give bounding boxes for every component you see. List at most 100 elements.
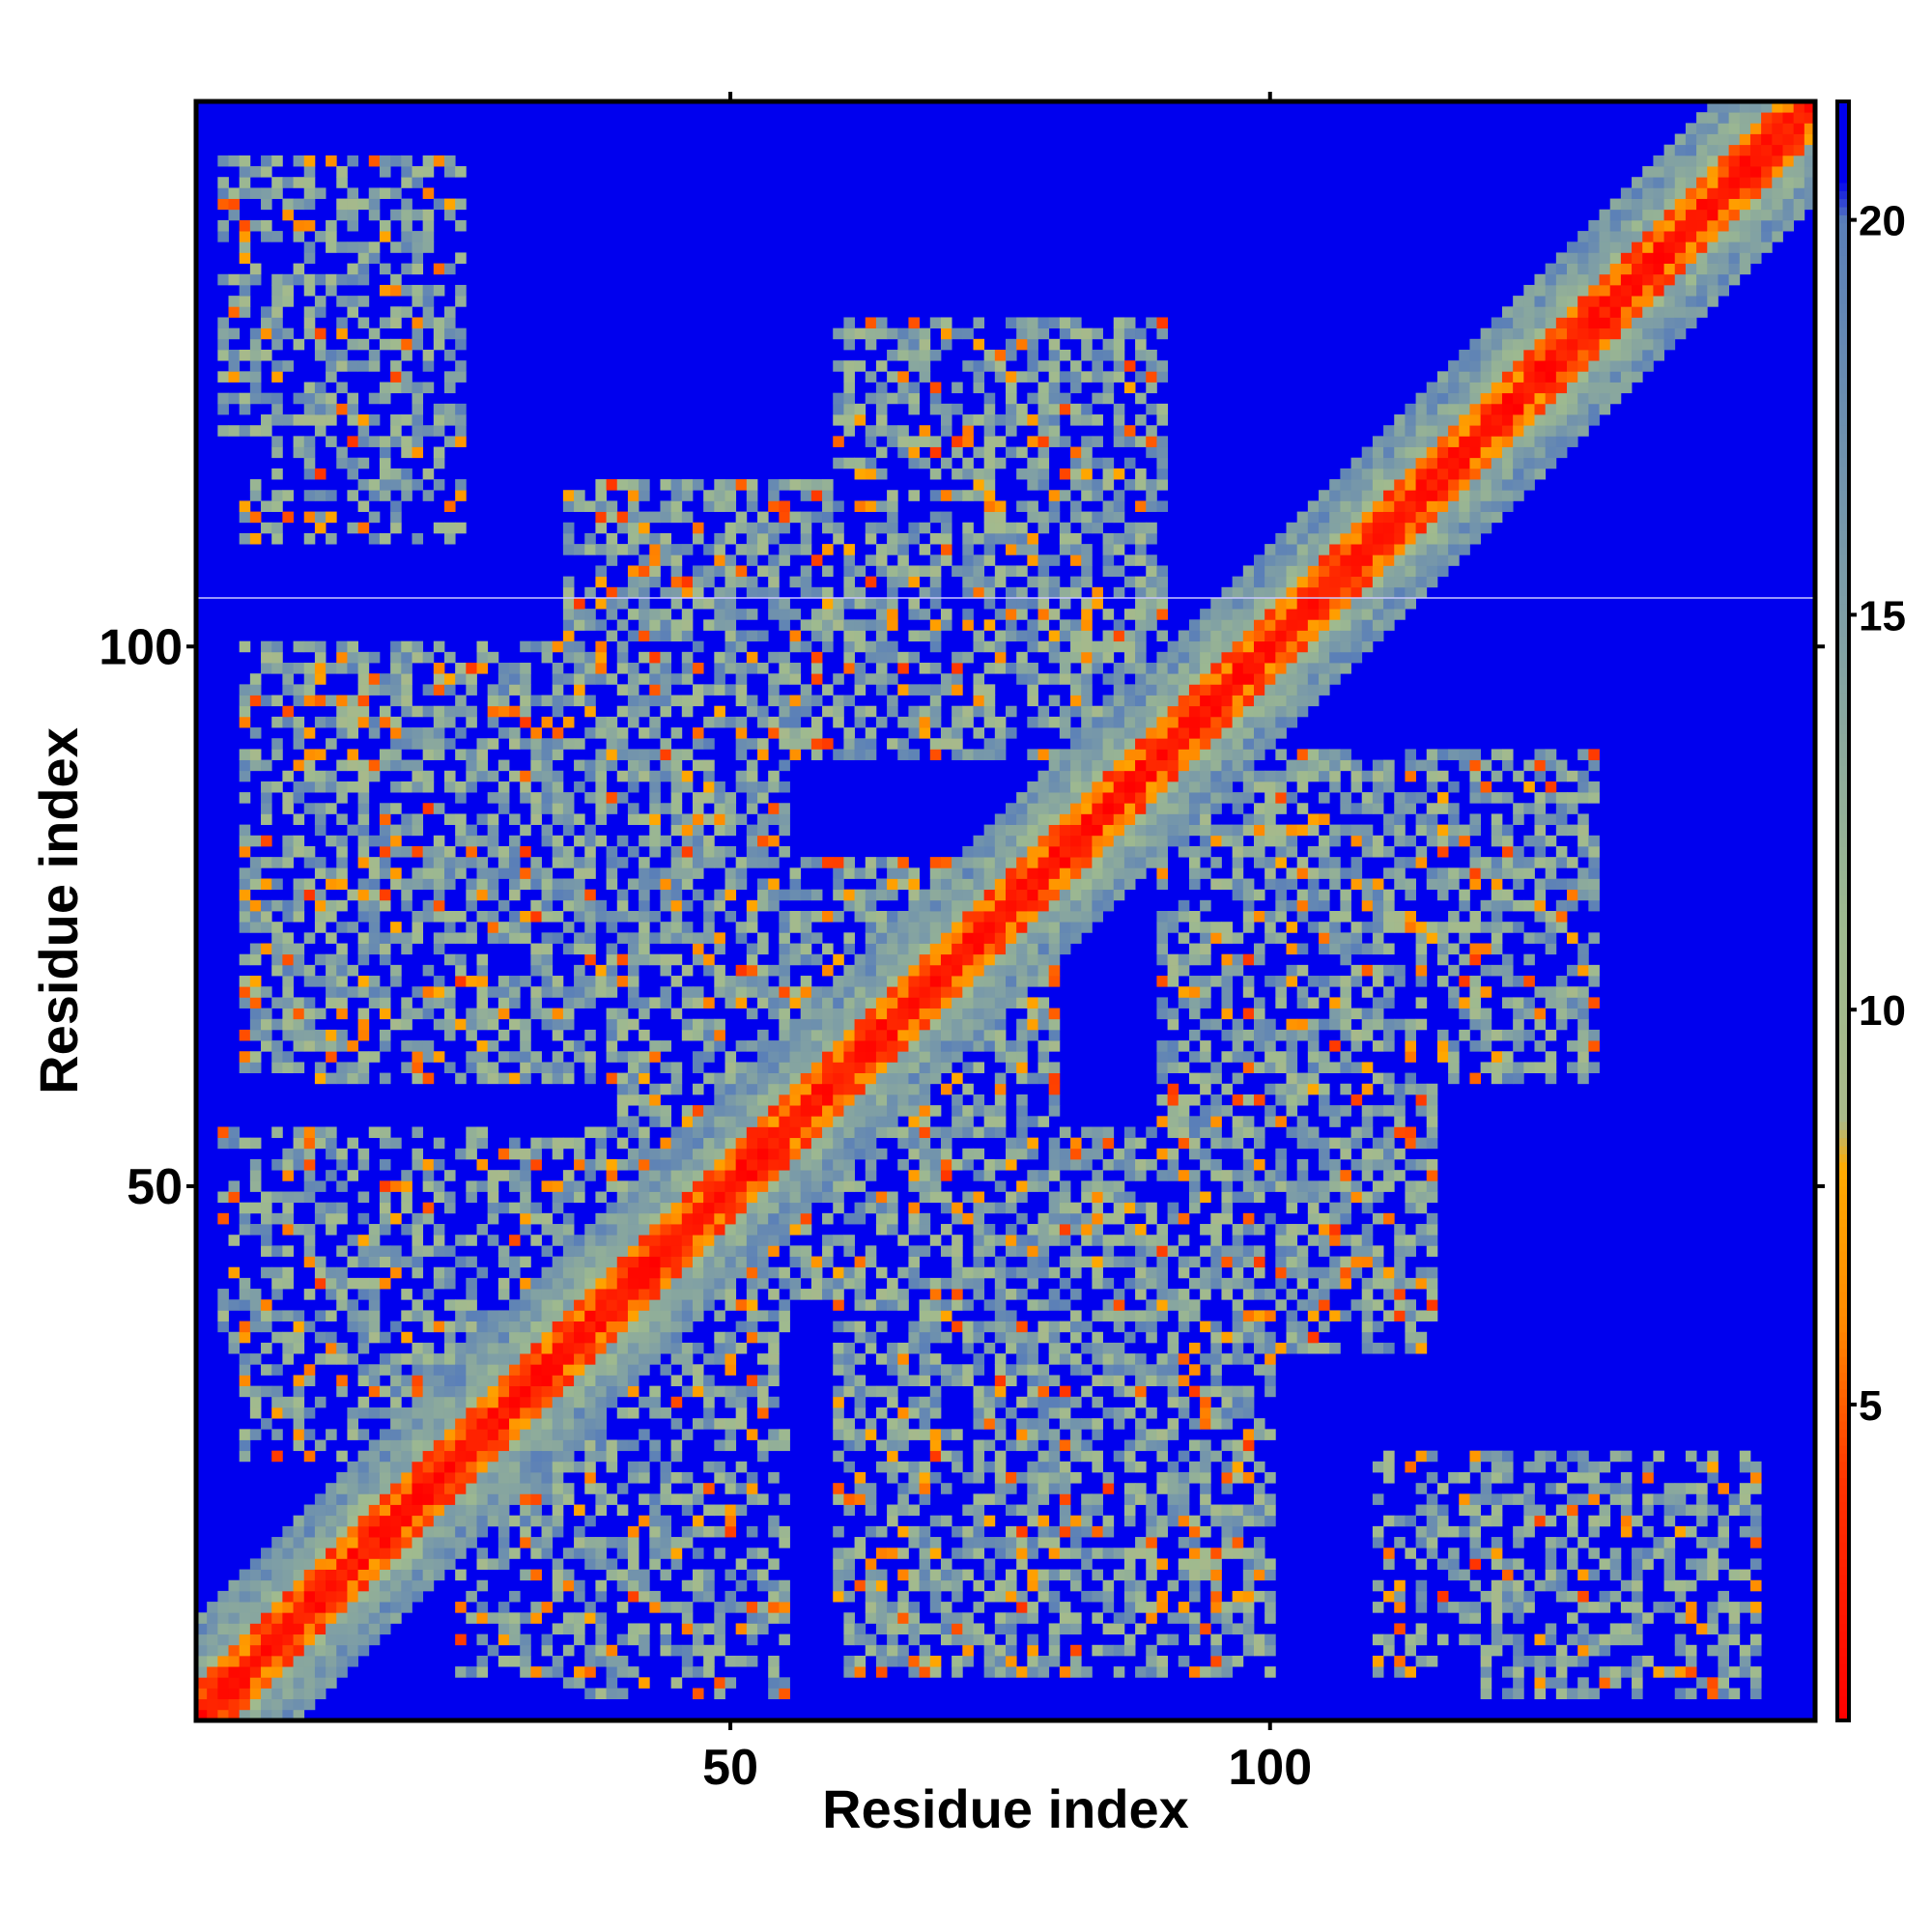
- heatmap-cell: [833, 1126, 844, 1139]
- heatmap-cell: [940, 738, 952, 750]
- heatmap-cell: [574, 1299, 585, 1311]
- heatmap-cell: [865, 1612, 877, 1624]
- heatmap-cell: [639, 630, 650, 642]
- heatmap-cell: [271, 284, 283, 297]
- heatmap-cell: [606, 1375, 618, 1387]
- heatmap-cell: [660, 1235, 672, 1246]
- heatmap-cell: [649, 695, 661, 707]
- heatmap-cell: [217, 219, 229, 232]
- heatmap-cell: [627, 522, 639, 534]
- heatmap-cell: [595, 479, 607, 491]
- heatmap-cell: [282, 911, 294, 923]
- heatmap-cell: [983, 457, 996, 469]
- heatmap-cell: [595, 1148, 607, 1160]
- heatmap-cell: [660, 1461, 672, 1473]
- heatmap-cell: [714, 1472, 725, 1484]
- heatmap-cell: [973, 1029, 985, 1041]
- heatmap-cell: [952, 1072, 963, 1085]
- heatmap-cell: [271, 663, 283, 674]
- heatmap-cell: [368, 360, 381, 372]
- heatmap-cell: [433, 986, 445, 998]
- heatmap-cell: [887, 1224, 898, 1236]
- heatmap-cell: [574, 544, 585, 555]
- heatmap-cell: [228, 1602, 241, 1613]
- heatmap-cell: [595, 911, 607, 923]
- heatmap-cell: [239, 1289, 251, 1300]
- heatmap-cell: [865, 1558, 877, 1570]
- heatmap-cell: [746, 1040, 758, 1052]
- heatmap-cell: [261, 1579, 272, 1592]
- heatmap-cell: [368, 976, 381, 987]
- heatmap-cell: [261, 425, 272, 437]
- heatmap-cell: [271, 1191, 283, 1204]
- heatmap-cell: [822, 565, 834, 578]
- heatmap-cell: [357, 425, 370, 437]
- heatmap-cell: [929, 716, 942, 728]
- heatmap-cell: [357, 500, 370, 512]
- heatmap-cell: [249, 511, 262, 524]
- heatmap-cell: [973, 360, 985, 372]
- heatmap-cell: [757, 1245, 769, 1257]
- heatmap-cell: [940, 932, 952, 944]
- heatmap-cell: [379, 1331, 391, 1344]
- heatmap-cell: [562, 1191, 575, 1204]
- heatmap-cell: [724, 586, 737, 599]
- heatmap-cell: [779, 1105, 790, 1117]
- heatmap-cell: [455, 1018, 467, 1031]
- heatmap-cell: [443, 673, 456, 685]
- heatmap-cell: [390, 1504, 402, 1517]
- heatmap-cell: [239, 1655, 251, 1667]
- heatmap-cell: [466, 922, 477, 933]
- heatmap-cell: [973, 1579, 985, 1592]
- heatmap-cell: [746, 943, 758, 955]
- heatmap-cell: [574, 1148, 585, 1160]
- heatmap-cell: [616, 1634, 629, 1646]
- heatmap-cell: [552, 976, 564, 987]
- heatmap-cell: [940, 727, 952, 739]
- heatmap-cell: [422, 845, 435, 858]
- heatmap-cell: [843, 932, 855, 944]
- heatmap-cell: [779, 705, 790, 718]
- heatmap-cell: [412, 1450, 424, 1463]
- heatmap-cell: [908, 716, 921, 728]
- heatmap-cell: [616, 889, 629, 901]
- heatmap-cell: [616, 1158, 629, 1171]
- heatmap-cell: [422, 166, 435, 178]
- heatmap-cell: [908, 1321, 921, 1333]
- heatmap-cell: [584, 1364, 596, 1376]
- heatmap-cell: [670, 1235, 683, 1246]
- heatmap-cell: [843, 1321, 855, 1333]
- heatmap-cell: [497, 1504, 510, 1517]
- heatmap-cell: [466, 1299, 477, 1311]
- heatmap-cell: [595, 1612, 607, 1624]
- heatmap-cell: [584, 705, 596, 718]
- heatmap-cell: [541, 770, 554, 782]
- heatmap-cell: [724, 522, 737, 534]
- heatmap-cell: [293, 792, 305, 804]
- heatmap-cell: [239, 1299, 251, 1311]
- heatmap-cell: [983, 835, 996, 847]
- heatmap-cell: [412, 1537, 424, 1548]
- heatmap-cell: [616, 663, 629, 674]
- heatmap-cell: [282, 1202, 294, 1214]
- heatmap-cell: [584, 1170, 596, 1181]
- heatmap-cell: [952, 1655, 963, 1667]
- heatmap-cell: [228, 198, 241, 211]
- heatmap-cell: [422, 317, 435, 329]
- heatmap-cell: [973, 684, 985, 696]
- heatmap-cell: [908, 1579, 921, 1592]
- heatmap-cell: [768, 1579, 780, 1592]
- heatmap-cell: [692, 1266, 704, 1279]
- heatmap-cell: [681, 1148, 694, 1160]
- heatmap-cell: [336, 663, 348, 674]
- heatmap-cell: [520, 932, 531, 944]
- heatmap-cell: [509, 1148, 521, 1160]
- heatmap-cell: [293, 1126, 305, 1139]
- heatmap-cell: [973, 932, 985, 944]
- heatmap-cell: [746, 1148, 758, 1160]
- heatmap-cell: [639, 1202, 650, 1214]
- heatmap-cell: [952, 943, 963, 955]
- heatmap-cell: [940, 1137, 952, 1150]
- heatmap-cell: [336, 1202, 348, 1214]
- heatmap-cell: [303, 1579, 316, 1592]
